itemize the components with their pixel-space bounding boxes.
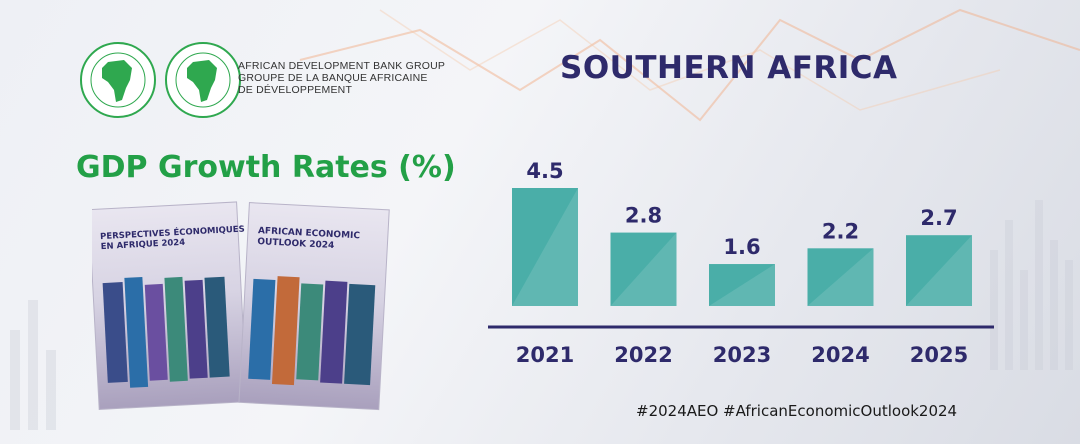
bar-2022 (610, 232, 677, 306)
gdp-bar-chart: 4.5 2021 2.8 2022 1.6 2023 2.2 2024 2.7 2025 (488, 159, 994, 367)
region-title: SOUTHERN AFRICA (560, 50, 898, 86)
x-tick-label-2022: 2022 (614, 343, 672, 367)
report-covers-image: PERSPECTIVES ÉCONOMIQUES EN AFRIQUE 2024… (92, 201, 390, 411)
x-tick-label-2024: 2024 (811, 343, 869, 367)
bar-2025 (906, 235, 972, 306)
bar-shade-2021 (512, 188, 578, 306)
bar-2024 (807, 248, 874, 306)
x-tick-label-2025: 2025 (910, 343, 968, 367)
value-label-2022: 2.8 (625, 204, 662, 228)
svg-text:EN AFRIQUE 2024: EN AFRIQUE 2024 (100, 238, 185, 252)
bar-shade-2023 (709, 264, 775, 306)
chart-title: GDP Growth Rates (%) (76, 150, 456, 185)
x-tick-label-2021: 2021 (516, 343, 574, 367)
value-label-2021: 4.5 (526, 159, 563, 183)
afdb-seal-icon (80, 42, 156, 118)
org-name: AFRICAN DEVELOPMENT BANK GROUP GROUPE DE… (238, 60, 445, 96)
bar-shade-2024 (807, 248, 874, 306)
org-name-en: AFRICAN DEVELOPMENT BANK GROUP (238, 60, 446, 72)
org-name-fr-2: DE DÉVELOPPEMENT (238, 84, 353, 96)
bar-shade-2022 (610, 232, 677, 306)
adf-seal-icon (165, 42, 241, 118)
svg-text:OUTLOOK 2024: OUTLOOK 2024 (257, 237, 334, 251)
value-label-2024: 2.2 (822, 219, 859, 243)
hashtags: #2024AEO #AfricanEconomicOutlook2024 (636, 402, 958, 420)
org-name-fr-1: GROUPE DE LA BANQUE AFRICAINE (238, 72, 428, 84)
afdb-logos (80, 42, 241, 118)
bar-2021 (512, 188, 578, 306)
x-tick-label-2023: 2023 (713, 343, 771, 367)
bar-2023 (709, 264, 775, 306)
value-label-2023: 1.6 (723, 235, 760, 259)
value-label-2025: 2.7 (920, 206, 957, 230)
